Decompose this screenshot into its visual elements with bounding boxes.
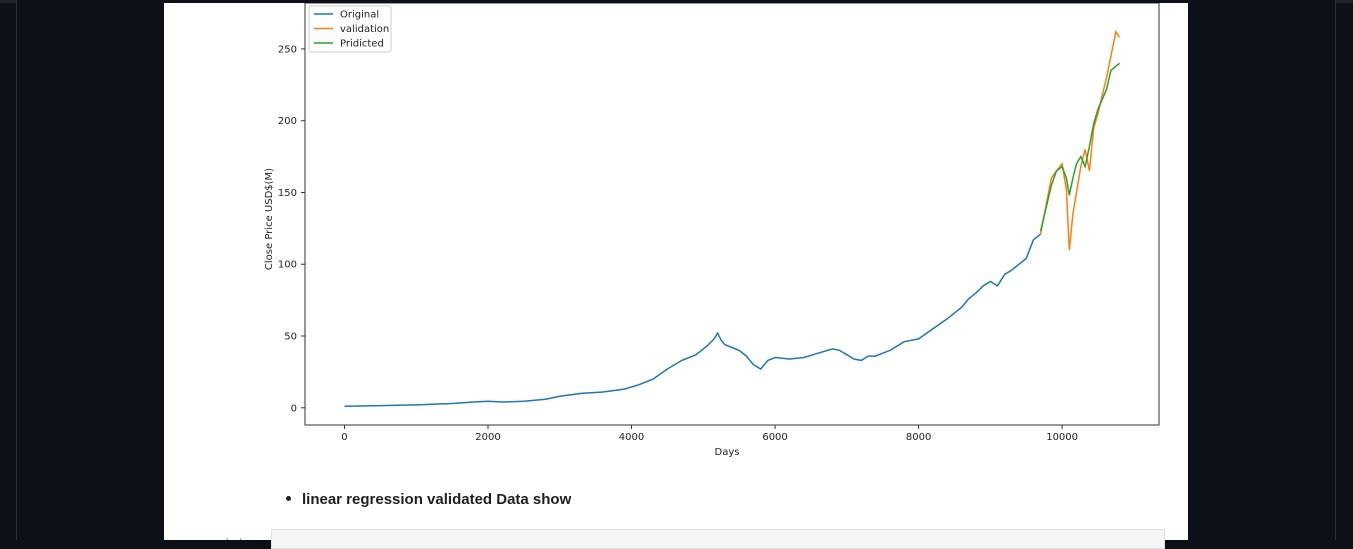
- bullet-text: linear regression validated Data show: [302, 491, 572, 508]
- x-tick-label: 10000: [1046, 432, 1078, 443]
- x-tick-label: 6000: [762, 432, 787, 443]
- y-tick-label: 50: [284, 332, 297, 343]
- notebook-output-page: 0 2000 4000 6000 8000 10000 0 50 100 150 200 250 Day…: [164, 3, 1188, 549]
- y-tick-label: 100: [278, 260, 297, 271]
- legend-label-validation: validation: [340, 24, 389, 35]
- bullet-dot: [286, 496, 291, 501]
- x-tick-label: 2000: [475, 432, 500, 443]
- line-chart: 0 2000 4000 6000 8000 10000 0 50 100 150 200 250 Day…: [264, 3, 1160, 458]
- x-tick-label: 8000: [906, 432, 931, 443]
- legend: Original validation Pridicted: [308, 5, 392, 53]
- y-tick-label: 250: [278, 44, 297, 55]
- bullet-item: linear regression validated Data show: [286, 491, 571, 508]
- x-tick-label: 4000: [619, 432, 644, 443]
- y-tick-label: 200: [278, 116, 297, 127]
- plot-frame: [304, 3, 1160, 426]
- series-line-original: [344, 233, 1042, 408]
- series-line-validation: [1039, 29, 1121, 250]
- legend-box: [308, 5, 392, 53]
- y-tick-label: 150: [278, 188, 297, 199]
- x-tick-label: 0: [341, 432, 347, 443]
- y-axis-label: Close Price USD$(M): [264, 168, 275, 270]
- code-cell[interactable]: [271, 529, 1165, 549]
- legend-label-pridicted: Pridicted: [340, 39, 384, 50]
- series-line-pridicted: [1039, 62, 1120, 232]
- legend-label-original: Original: [340, 10, 379, 21]
- x-axis-label: Days: [715, 447, 740, 458]
- y-tick-label: 0: [291, 403, 297, 414]
